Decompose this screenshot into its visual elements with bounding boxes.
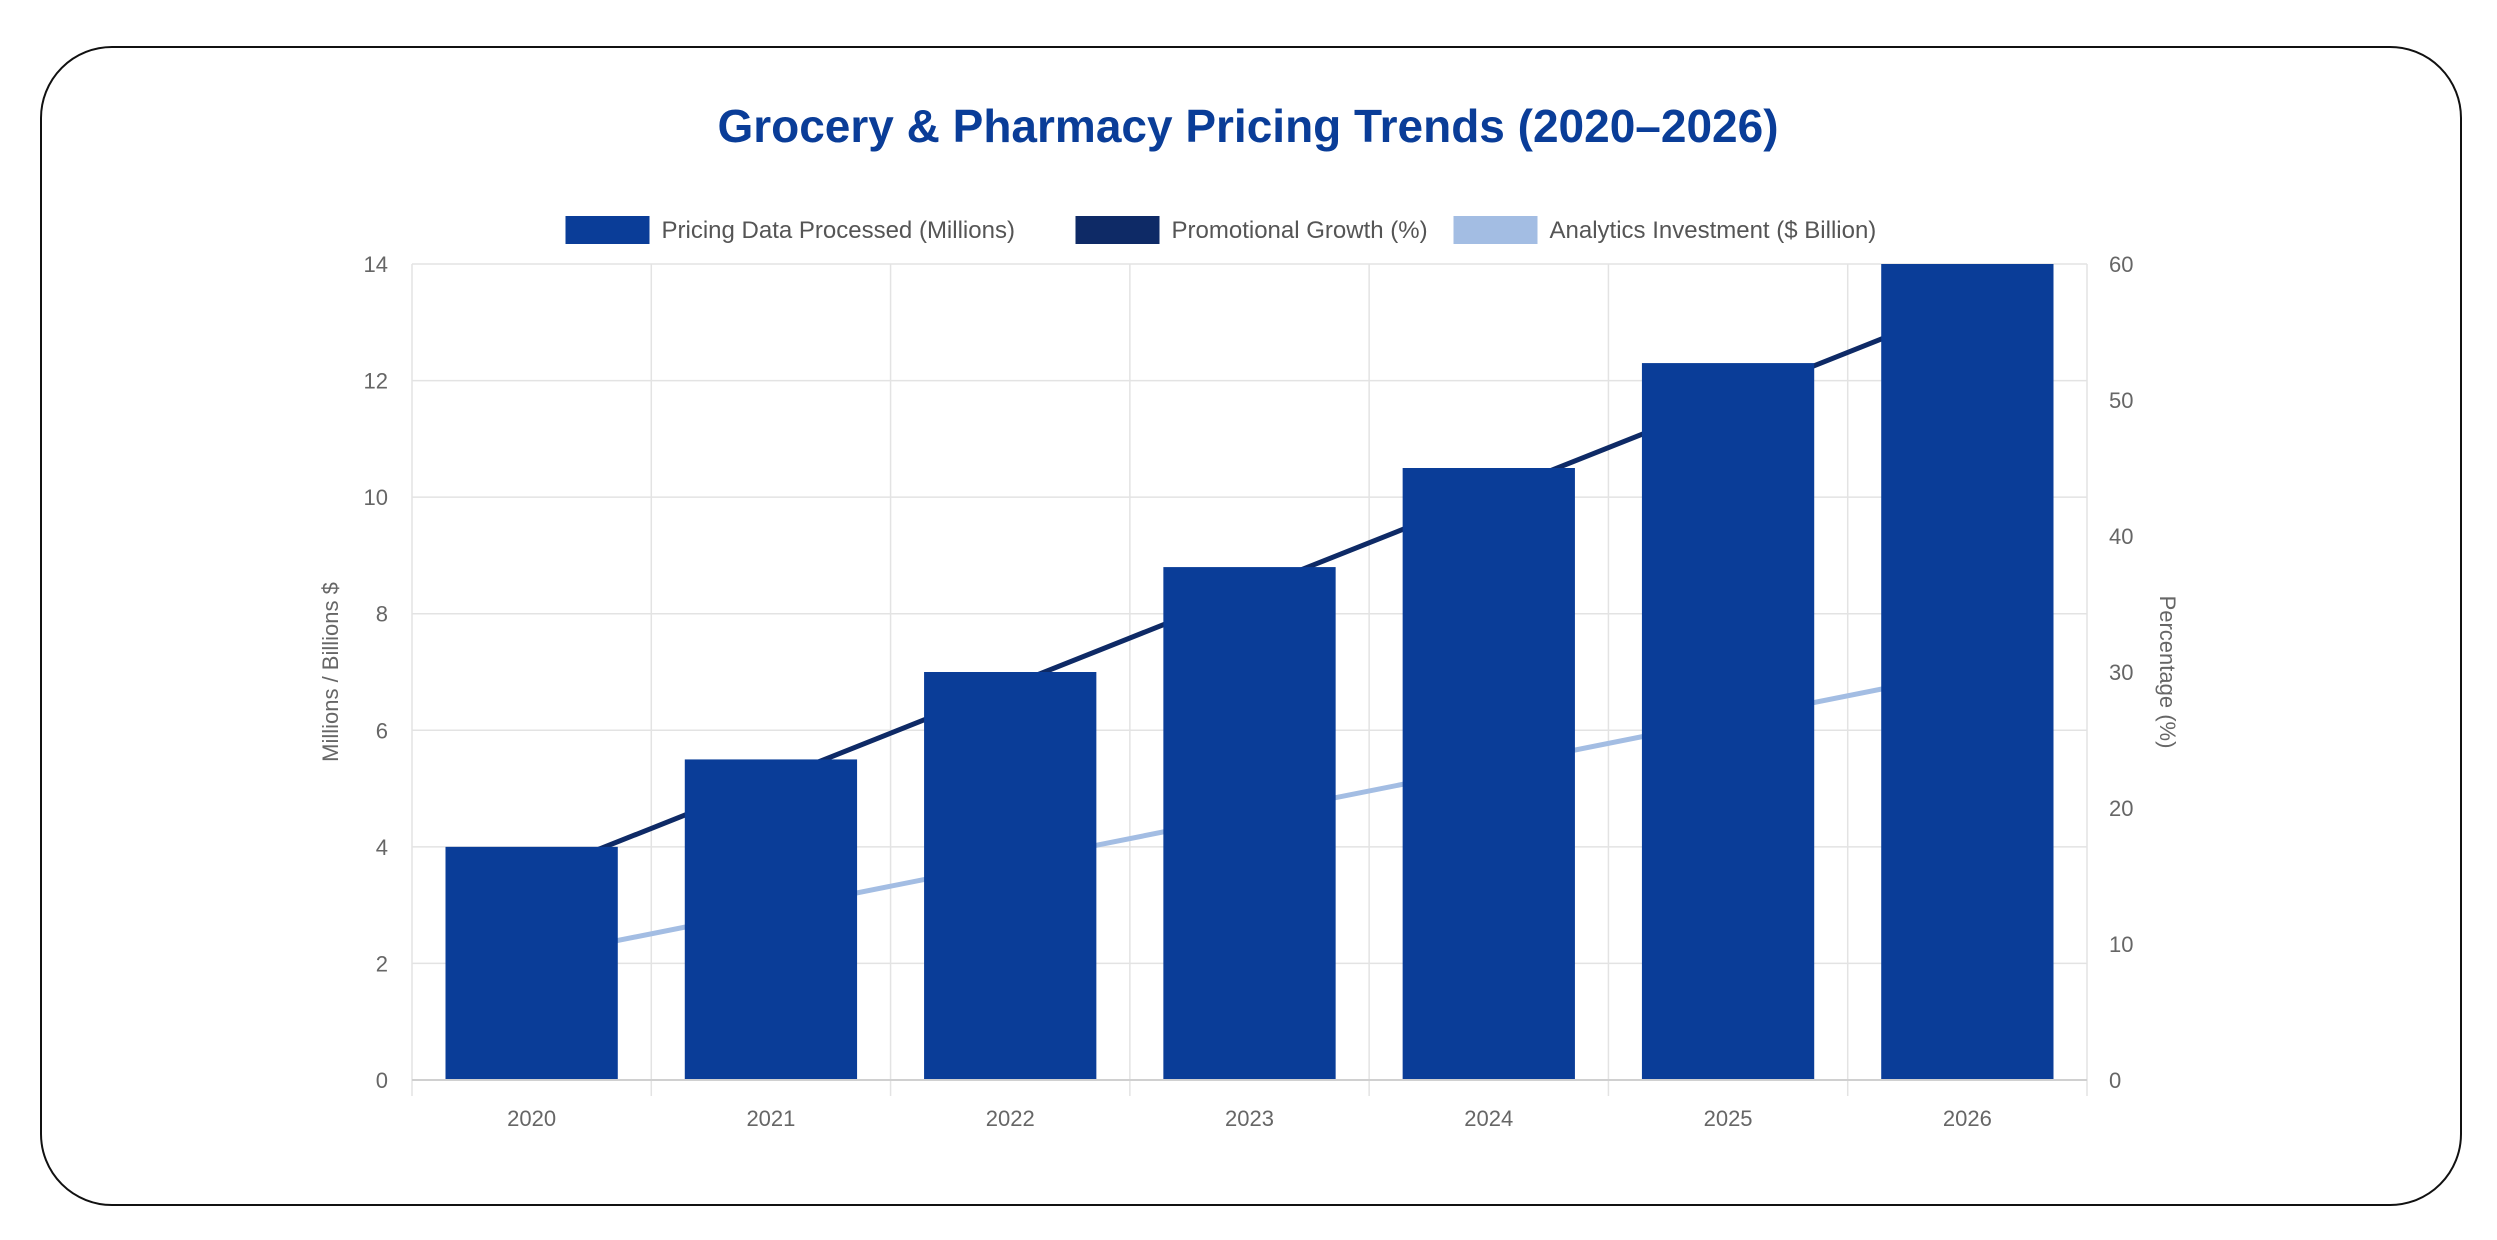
bar [445,846,618,1080]
bar [1402,468,1575,1080]
legend-label: Analytics Investment ($ Billion) [1550,217,1877,244]
legend-label: Pricing Data Processed (Millions) [662,217,1015,244]
bar [1881,264,2054,1080]
y-left-tick-label: 8 [376,602,388,627]
y-right-tick-label: 0 [2109,1068,2121,1093]
legend-label: Promotional Growth (%) [1172,217,1428,244]
x-tick-label: 2024 [1464,1106,1513,1131]
bar [1163,567,1336,1080]
chart-title: Grocery & Pharmacy Pricing Trends (2020–… [717,100,1778,152]
y-right-tick-label: 40 [2109,524,2133,549]
y-left-axis-title: Millions / Billions $ [318,582,343,762]
x-tick-label: 2020 [507,1106,556,1131]
x-tick-label: 2025 [1704,1106,1753,1131]
legend-swatch [1075,216,1160,244]
x-tick-label: 2021 [746,1106,795,1131]
y-right-tick-label: 50 [2109,388,2133,413]
y-left-tick-label: 0 [376,1068,388,1093]
bar [1641,363,1815,1081]
axes: 0 2 4 6 8 10 12 14 0 10 20 30 40 50 60 2020 2021 2022 2023… [318,252,2180,1131]
y-left-tick-label: 4 [376,835,388,860]
y-left-tick-label: 2 [376,951,388,976]
y-right-tick-label: 60 [2109,252,2133,277]
x-tick-label: 2023 [1225,1106,1274,1131]
y-left-tick-label: 10 [364,485,388,510]
legend-swatch [1453,216,1538,244]
bar [924,672,1097,1080]
bar [684,759,858,1080]
x-tick-label: 2022 [986,1106,1035,1131]
x-tick-label: 2026 [1943,1106,1992,1131]
y-right-axis-title: Percentage (%) [2155,596,2180,749]
y-right-tick-label: 10 [2109,932,2133,957]
y-left-tick-label: 6 [376,718,388,743]
y-right-tick-label: 30 [2109,660,2133,685]
legend: Pricing Data Processed (Millions) Promoti… [565,216,1877,244]
legend-swatch [565,216,650,244]
y-left-tick-label: 14 [364,252,388,277]
plot-area [445,264,2054,1081]
y-left-tick-label: 12 [364,369,388,394]
y-right-tick-label: 20 [2109,796,2133,821]
